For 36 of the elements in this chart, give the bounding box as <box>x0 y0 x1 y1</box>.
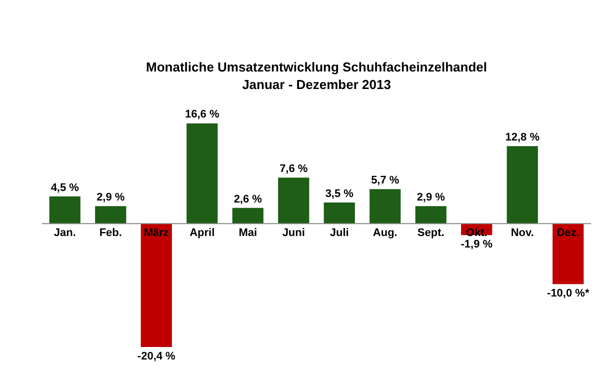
bar <box>186 123 218 224</box>
chart-title: Monatliche Umsatzentwicklung Schuhfacheinzelhandel <box>146 59 487 74</box>
data-label: 7,6 % <box>280 163 308 176</box>
bar <box>49 196 80 224</box>
x-tick-label: Juni <box>282 227 305 240</box>
x-tick-label: April <box>190 227 215 240</box>
bar <box>278 178 310 224</box>
x-tick-label: Mai <box>238 227 258 240</box>
data-label: 4,5 % <box>50 182 80 194</box>
data-label: 16,6 % <box>185 108 220 121</box>
bar <box>370 189 401 224</box>
data-label: -10,0 %* <box>547 288 590 300</box>
x-tick-label: Jan. <box>54 227 76 240</box>
x-tick-label: Nov. <box>510 227 534 240</box>
data-label: 2,9 % <box>96 192 125 204</box>
bar <box>415 206 446 224</box>
bar <box>506 146 538 224</box>
data-label: 2,9 % <box>416 192 446 204</box>
x-tick-label: Juli <box>330 227 349 240</box>
x-tick-label: Dez. <box>556 227 580 240</box>
data-label: 3,5 % <box>325 188 354 200</box>
data-label: 5,7 % <box>371 174 400 187</box>
x-tick-label: März <box>144 227 170 240</box>
data-label: -20,4 % <box>137 350 176 363</box>
x-tick-label: Sept. <box>417 227 444 240</box>
x-tick-label: Feb. <box>99 227 122 240</box>
bar <box>95 206 126 224</box>
x-tick-label: Aug. <box>372 227 398 240</box>
bar <box>324 202 355 224</box>
bar <box>552 224 584 284</box>
bar <box>232 208 264 224</box>
data-label: 2,6 % <box>234 193 262 206</box>
data-label: 12,8 % <box>505 132 540 144</box>
data-label: -1,9 % <box>460 238 493 251</box>
bar <box>140 224 172 347</box>
chart-subtitle: Januar - Dezember 2013 <box>242 76 391 92</box>
